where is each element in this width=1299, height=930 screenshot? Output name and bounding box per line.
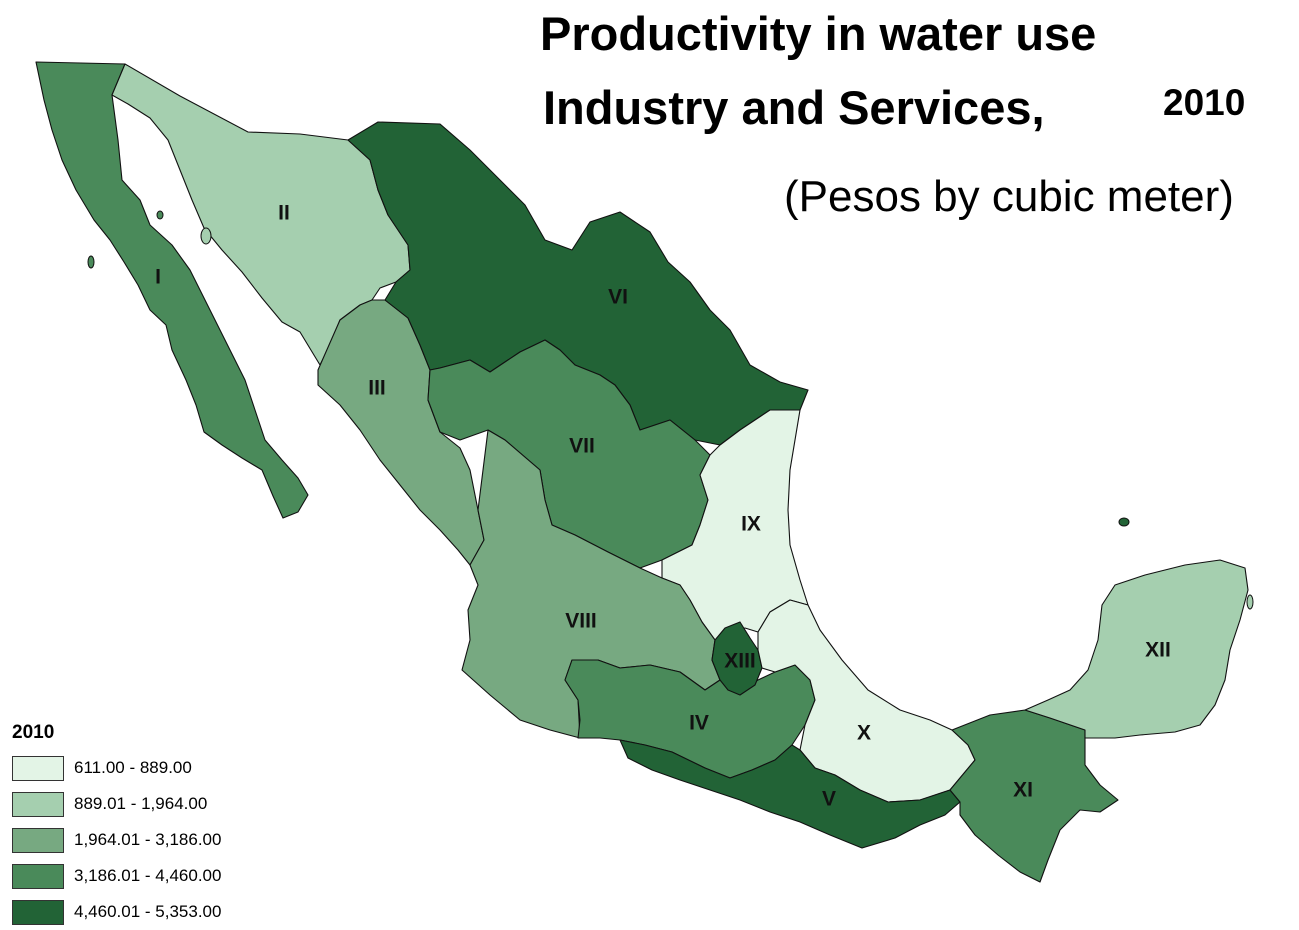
region-label-X: X bbox=[857, 722, 871, 745]
map-title-line-1: Productivity in water use bbox=[540, 7, 1097, 60]
legend-title: 2010 bbox=[12, 722, 55, 743]
region-XIII[interactable] bbox=[711, 621, 763, 696]
legend-swatch bbox=[12, 863, 64, 889]
legend-swatch bbox=[12, 755, 64, 781]
island-marker bbox=[156, 210, 164, 220]
legend-label: 3,186.01 - 4,460.00 bbox=[74, 866, 222, 885]
legend: 2010 611.00 - 889.00 889.01 - 1,964.00 1… bbox=[12, 722, 221, 930]
region-label-IV: IV bbox=[689, 712, 709, 735]
legend-label: 889.01 - 1,964.00 bbox=[74, 794, 208, 813]
region-label-VIII: VIII bbox=[565, 610, 597, 633]
region-IX[interactable] bbox=[661, 409, 809, 641]
island-marker bbox=[200, 227, 212, 245]
island-marker bbox=[1246, 594, 1254, 610]
map-title-year: 2010 bbox=[1163, 82, 1246, 123]
region-label-XII: XII bbox=[1145, 639, 1171, 662]
region-label-V: V bbox=[822, 788, 836, 811]
legend-item: 1,964.01 - 3,186.00 bbox=[12, 822, 221, 858]
legend-swatch bbox=[12, 899, 64, 925]
region-IV[interactable] bbox=[564, 659, 816, 779]
map-title-line-2: Industry and Services, bbox=[543, 81, 1045, 134]
legend-item: 4,460.01 - 5,353.00 bbox=[12, 894, 221, 930]
region-label-XIII: XIII bbox=[724, 650, 756, 673]
legend-item: 611.00 - 889.00 bbox=[12, 750, 221, 786]
region-label-IX: IX bbox=[741, 513, 761, 536]
region-XII[interactable] bbox=[1024, 559, 1249, 739]
legend-item: 889.01 - 1,964.00 bbox=[12, 786, 221, 822]
region-label-II: II bbox=[278, 202, 290, 225]
legend-label: 1,964.01 - 3,186.00 bbox=[74, 830, 222, 849]
legend-swatch bbox=[12, 827, 64, 853]
region-label-III: III bbox=[368, 377, 386, 400]
legend-label: 4,460.01 - 5,353.00 bbox=[74, 902, 222, 921]
region-label-XI: XI bbox=[1013, 779, 1033, 802]
legend-item: 3,186.01 - 4,460.00 bbox=[12, 858, 221, 894]
region-I[interactable] bbox=[35, 61, 309, 519]
map-subtitle: (Pesos by cubic meter) bbox=[784, 172, 1234, 221]
region-label-I: I bbox=[155, 266, 161, 289]
island-marker bbox=[87, 255, 95, 269]
region-label-VII: VII bbox=[569, 435, 595, 458]
legend-swatch bbox=[12, 791, 64, 817]
region-label-VI: VI bbox=[608, 286, 628, 309]
island-marker bbox=[1118, 517, 1130, 527]
legend-label: 611.00 - 889.00 bbox=[74, 758, 192, 777]
